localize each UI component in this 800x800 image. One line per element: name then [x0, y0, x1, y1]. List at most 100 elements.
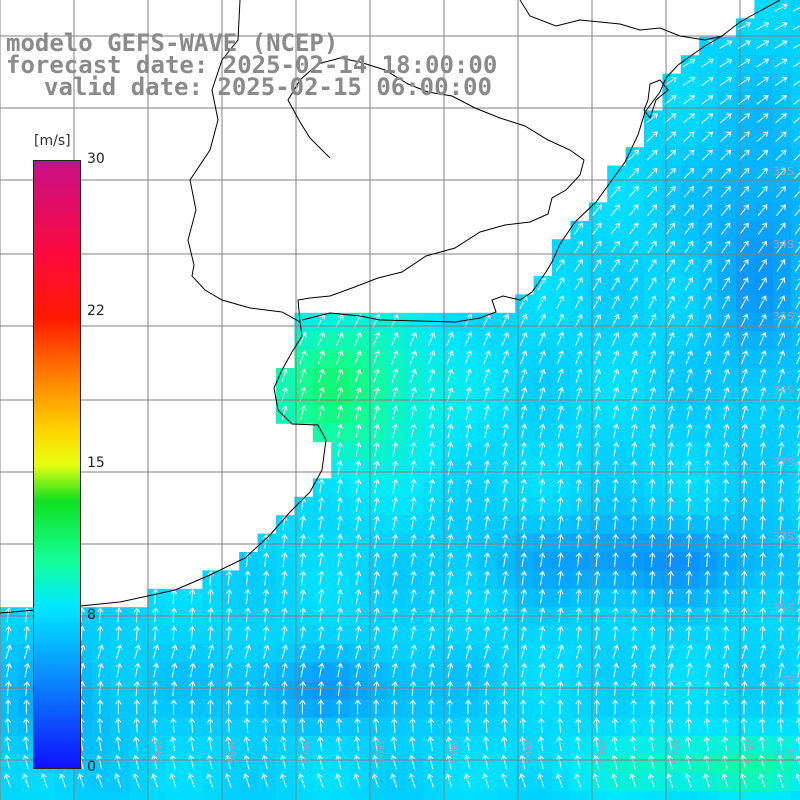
wind-arrow [685, 736, 692, 751]
wind-arrow [778, 423, 785, 439]
wind-arrow [465, 662, 472, 678]
wind-arrow [133, 607, 141, 623]
wind-arrow [741, 460, 748, 476]
wind-arrow [391, 607, 399, 623]
wind-arrow [482, 773, 490, 788]
wind-arrow [410, 497, 417, 512]
wind-speed-cell [92, 662, 111, 682]
wind-arrow [59, 773, 66, 788]
wind-arrow [704, 441, 711, 457]
wind-speed-cell [680, 220, 700, 240]
wind-arrow [758, 313, 767, 328]
wind-speed-cell [754, 147, 774, 167]
wind-speed-cell [515, 386, 535, 406]
wind-speed-cell [294, 662, 314, 682]
wind-arrow [408, 754, 416, 770]
wind-arrow [206, 717, 214, 733]
wind-speed-cell [570, 791, 590, 800]
wind-arrow [539, 441, 546, 457]
wind-speed-cell [184, 607, 203, 627]
wind-speed-cell [717, 184, 737, 203]
wind-speed-cell [294, 386, 314, 406]
wind-speed-cell [754, 276, 774, 295]
wind-speed-cell [644, 276, 663, 295]
wind-speed-cell [165, 791, 185, 800]
wind-speed-cell [625, 533, 645, 553]
wind-arrow [318, 625, 325, 641]
wind-arrow [465, 607, 472, 623]
wind-speed-cell [202, 625, 222, 645]
wind-arrow [537, 773, 545, 788]
wind-speed-cell [717, 607, 737, 627]
wind-speed-cell [0, 680, 19, 700]
wind-speed-cell [460, 349, 479, 369]
wind-arrow [575, 570, 583, 586]
wind-arrow [354, 368, 362, 383]
wind-arrow [629, 295, 638, 309]
wind-arrow [573, 222, 584, 235]
wind-arrow [428, 460, 436, 475]
wind-speed-cell [349, 607, 369, 627]
wind-speed-cell [257, 754, 277, 774]
wind-speed-cell [202, 607, 222, 627]
wind-speed-cell [312, 625, 332, 645]
wind-arrow [355, 570, 362, 586]
wind-speed-cell [662, 496, 682, 516]
wind-arrow [298, 717, 306, 733]
wind-speed-cell [754, 644, 774, 663]
wind-arrow [96, 754, 103, 770]
wind-speed-cell [625, 460, 645, 479]
wind-arrow [226, 644, 233, 659]
wind-arrow [520, 497, 527, 512]
wind-speed-cell [533, 588, 553, 608]
wind-speed-cell [552, 533, 571, 553]
wind-arrow [667, 515, 674, 531]
wind-speed-cell [294, 515, 314, 535]
wind-speed-cell [644, 754, 663, 774]
wind-speed-cell [331, 772, 351, 792]
wind-speed-cell [128, 662, 148, 682]
wind-arrow [114, 773, 122, 788]
wind-arrow [575, 350, 583, 365]
wind-arrow [538, 313, 546, 328]
wind-arrow [703, 277, 712, 291]
wind-arrow [335, 773, 342, 788]
wind-speed-cell [607, 625, 627, 645]
wind-arrow [97, 625, 104, 641]
wind-speed-cell [110, 662, 130, 682]
wind-arrow [22, 773, 30, 788]
wind-arrow [685, 607, 693, 623]
wind-arrow [336, 644, 344, 659]
wind-arrow [686, 405, 693, 420]
wind-speed-cell [644, 128, 663, 148]
wind-arrow [594, 625, 601, 641]
wind-arrow [704, 478, 711, 494]
wind-arrow [574, 717, 582, 733]
wind-arrow [630, 460, 638, 476]
wind-arrow [446, 680, 454, 696]
wind-speed-cell [533, 699, 553, 719]
wind-arrow [538, 515, 546, 531]
wind-speed-cell [736, 680, 755, 700]
wind-speed-cell [368, 368, 387, 387]
wind-speed-cell [257, 625, 277, 645]
wind-speed-cell [294, 644, 314, 663]
wind-speed-cell [165, 754, 185, 774]
wind-arrow [664, 95, 677, 105]
wind-arrow [391, 478, 399, 494]
wind-arrow [793, 62, 800, 68]
wind-arrow [685, 625, 693, 641]
wind-speed-cell [680, 110, 700, 130]
wind-arrow [336, 405, 344, 420]
wind-speed-cell [644, 441, 663, 461]
wind-speed-cell [717, 147, 737, 167]
wind-arrow [483, 552, 491, 567]
wind-arrow [96, 736, 103, 751]
wind-arrow [575, 533, 583, 549]
wind-arrow [667, 386, 675, 402]
wind-arrow [373, 607, 380, 623]
wind-speed-cell [423, 736, 443, 755]
wind-arrow [759, 607, 766, 623]
wind-speed-cell [515, 331, 535, 351]
wind-speed-cell [699, 55, 719, 75]
